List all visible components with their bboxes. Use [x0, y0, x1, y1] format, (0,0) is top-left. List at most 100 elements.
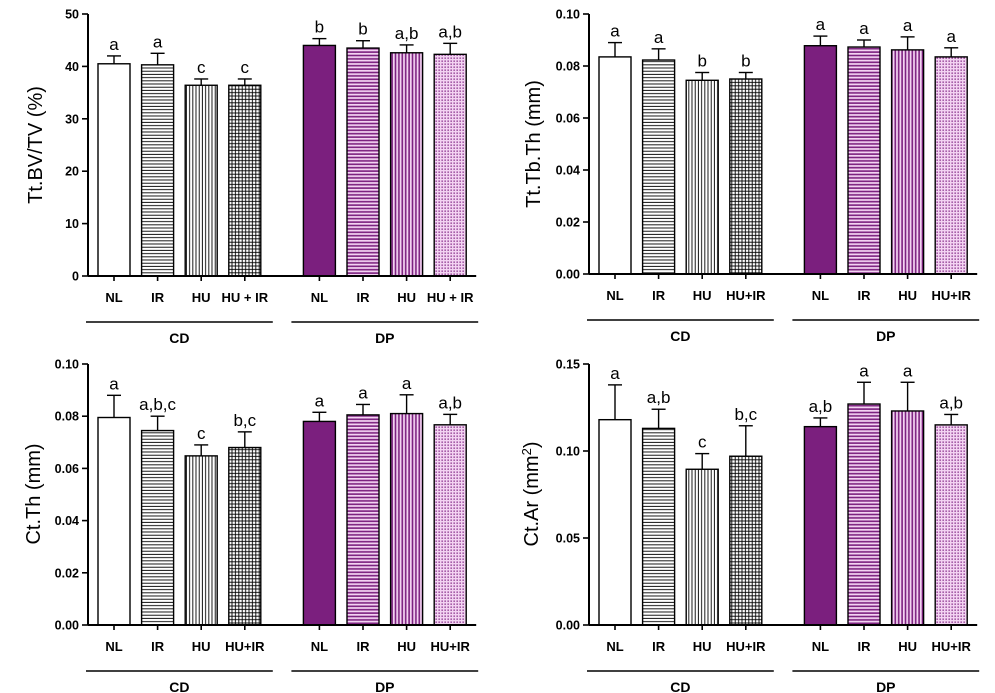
significance-label: a,b,c	[139, 395, 176, 414]
bar	[934, 56, 968, 275]
bar	[302, 44, 337, 277]
significance-label: a,b	[438, 393, 462, 412]
y-tick-label: 0.04	[556, 164, 580, 178]
bar	[346, 47, 380, 277]
significance-label: a	[315, 391, 325, 410]
x-tick-label: IR	[858, 639, 872, 654]
group-label: DP	[876, 679, 895, 693]
significance-label: a	[654, 28, 664, 47]
bar	[934, 424, 968, 626]
x-tick-label: HU+IR	[225, 639, 265, 654]
y-tick-label: 0.06	[556, 112, 580, 126]
x-tick-label: NL	[606, 288, 623, 303]
significance-label: a,b	[647, 388, 671, 407]
significance-label: a	[153, 32, 163, 51]
x-tick-label: HU	[192, 290, 211, 305]
x-tick-label: HU+IR	[726, 639, 766, 654]
bar	[433, 53, 467, 277]
x-tick-label: HU	[397, 290, 416, 305]
bar	[184, 455, 218, 626]
significance-label: b,c	[233, 411, 256, 430]
x-tick-label: IR	[652, 288, 666, 303]
y-tick-label: 0.00	[556, 619, 580, 633]
y-tick-label: 0.02	[556, 216, 580, 230]
y-tick-label: 0.06	[55, 462, 79, 476]
x-tick-label: IR	[151, 639, 165, 654]
y-tick-label: 0	[72, 270, 79, 284]
bar	[803, 425, 838, 626]
y-tick-label: 0.04	[55, 514, 79, 528]
y-tick-label: 0.10	[55, 358, 79, 372]
x-tick-label: HU	[693, 288, 712, 303]
y-tick-label: 0.08	[556, 60, 580, 74]
bar	[641, 427, 676, 626]
x-tick-label: NL	[812, 288, 829, 303]
x-tick-label: HU	[898, 639, 917, 654]
bar	[433, 424, 467, 626]
significance-label: a	[946, 27, 956, 46]
chart-panel: a a,b c b,c a,b a a a,b 0.00 0.05 0.10 0.15 NL IR HU HU…	[519, 358, 980, 693]
significance-label: c	[241, 58, 250, 77]
y-tick-label: 0.00	[55, 619, 79, 633]
x-tick-label: NL	[812, 639, 829, 654]
group-label: DP	[375, 679, 394, 693]
bar	[140, 429, 175, 626]
x-tick-label: IR	[151, 290, 165, 305]
bar	[598, 56, 632, 275]
x-tick-label: HU	[192, 639, 211, 654]
y-tick-label: 0.10	[556, 8, 580, 22]
bar	[389, 412, 424, 626]
significance-label: b,c	[734, 405, 757, 424]
x-tick-label: HU	[693, 639, 712, 654]
x-tick-label: HU + IR	[222, 290, 269, 305]
x-tick-label: NL	[311, 290, 328, 305]
significance-label: b	[315, 18, 324, 37]
y-tick-label: 30	[65, 112, 79, 126]
bar	[890, 49, 925, 275]
x-tick-label: NL	[606, 639, 623, 654]
chart-panel: a a b b a a a a 0.00 0.02 0.04 0.06 0.08 0.10 NL IR HU HU…	[523, 8, 980, 344]
significance-label: a	[610, 22, 620, 41]
x-tick-label: IR	[858, 288, 872, 303]
significance-label: a,b	[395, 24, 419, 43]
group-label: DP	[876, 328, 895, 344]
significance-label: a	[610, 364, 620, 383]
significance-label: a	[358, 383, 368, 402]
bar	[847, 46, 881, 275]
x-tick-label: HU + IR	[427, 290, 474, 305]
x-tick-label: HU+IR	[726, 288, 766, 303]
bar	[685, 468, 719, 626]
significance-label: a	[402, 374, 412, 393]
group-label: CD	[670, 679, 690, 693]
significance-label: a	[816, 15, 826, 34]
x-tick-label: IR	[652, 639, 666, 654]
bar	[389, 52, 424, 277]
x-tick-label: NL	[105, 639, 122, 654]
significance-label: a	[109, 35, 119, 54]
y-tick-label: 50	[65, 8, 79, 22]
bar	[184, 84, 218, 277]
y-tick-label: 40	[65, 60, 79, 74]
y-tick-label: 0.08	[55, 410, 79, 424]
chart-panel: a a,b,c c b,c a a a a,b 0.00 0.02 0.04 0.06 0.08 0.10…	[23, 358, 479, 693]
bar	[228, 446, 262, 626]
y-tick-label: 0.02	[55, 566, 79, 580]
x-tick-label: HU+IR	[932, 288, 972, 303]
significance-label: a	[903, 361, 913, 380]
bar	[140, 64, 175, 277]
bar	[685, 79, 719, 275]
group-label: CD	[169, 679, 189, 693]
significance-label: a	[903, 16, 913, 35]
significance-label: b	[697, 52, 706, 71]
bar	[302, 420, 337, 626]
bar	[97, 416, 131, 626]
x-tick-label: HU+IR	[932, 639, 972, 654]
group-label: CD	[670, 328, 690, 344]
significance-label: a,b	[939, 393, 963, 412]
bar	[641, 59, 676, 275]
bar	[346, 414, 380, 626]
significance-label: a	[859, 361, 869, 380]
chart-panels: a a c c b b a,b a,b 0 10 20 30 40 50 NL IR HU HU + IR NL IR…	[23, 8, 980, 693]
bar	[729, 455, 763, 626]
